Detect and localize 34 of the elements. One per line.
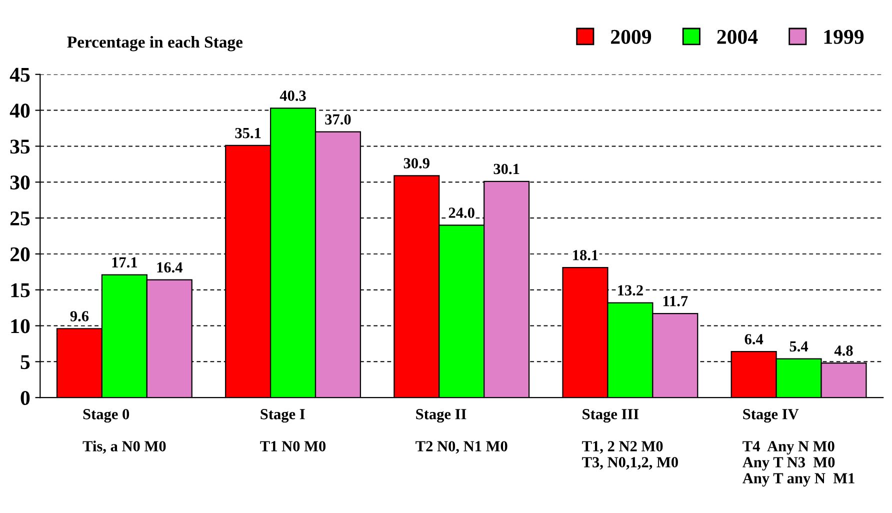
data-label: 30.9 [404,158,430,168]
y-tick-label: 15 [11,283,30,298]
legend-label: 1999 [824,30,864,44]
y-axis-title: Percentage in each Stage [67,36,243,52]
data-label: 11.7 [663,296,688,306]
y-tick-label: 5 [20,355,30,370]
data-label: 24.0 [448,208,474,218]
data-label: 35.1 [235,128,261,138]
category-label: Stage IV T4 Any N M0 Any T N3 M0 Any T any N M1 [742,409,854,487]
y-tick-label: 25 [10,211,30,226]
y-tick-label: 10 [11,319,30,334]
y-tick-label: 45 [10,68,30,82]
data-label: 18.1 [573,250,598,260]
data-label: 13.2 [618,285,643,296]
data-label: 30.1 [494,164,520,174]
x-tick-label: Stage 0 Tis, a N0 M0 [82,409,166,454]
data-label: 9.6 [70,311,89,322]
category-label: Stage II T2 N0, N1 M0 [416,409,508,454]
category-label: Stage III T1, 2 N2 M0 T3, N0,1,2, M0 [582,409,678,470]
legend-label: 2009 [611,30,652,44]
y-tick-label: 30 [10,175,30,190]
data-label: 6.4 [744,334,764,344]
y-tick-label: 40 [10,104,30,118]
data-label: 17.1 [112,257,138,268]
data-label: 16.4 [157,262,182,273]
legend-label: 2004 [717,30,758,44]
y-tick-label: 20 [10,247,30,262]
y-tick-label: 35 [10,140,30,154]
category-label: Stage I T1 N0 M0 [260,409,326,452]
y-tick-label: 0 [20,390,30,406]
data-label: 40.3 [280,90,306,101]
data-label: 37.0 [325,114,351,125]
data-label: 5.4 [790,341,808,352]
data-label: 4.8 [834,346,853,356]
